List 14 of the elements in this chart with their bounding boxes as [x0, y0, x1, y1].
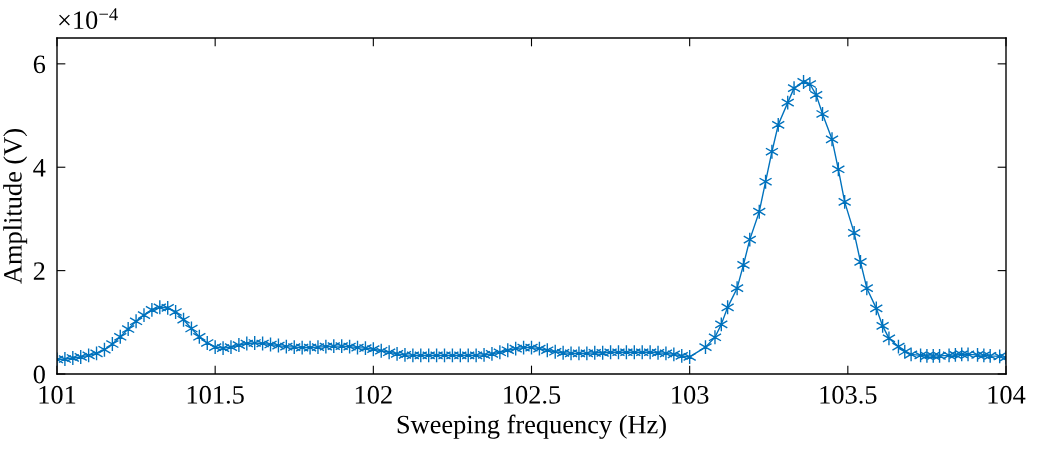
x-tick-label: 104 — [988, 385, 1026, 404]
x-tick-label: 101 — [39, 385, 76, 404]
x-tick-label: 102.5 — [504, 385, 561, 404]
y-axis-title: Amplitude (V) — [3, 129, 28, 284]
x-axis-title: Sweeping frequency (Hz) — [397, 414, 666, 439]
x-tick-label: 101.5 — [187, 385, 244, 404]
x-tick-label: 103 — [672, 385, 709, 404]
x-tick-label: 102 — [355, 385, 392, 404]
text: ×10$^{−4}$ — [59, 8, 118, 30]
y-tick-label: 2 — [33, 262, 45, 280]
y-tick-label: 4 — [33, 159, 46, 177]
y-tick-label: 6 — [33, 55, 46, 74]
y-tick-label: 0 — [33, 365, 45, 384]
x-tick-label: 103.5 — [820, 385, 877, 404]
